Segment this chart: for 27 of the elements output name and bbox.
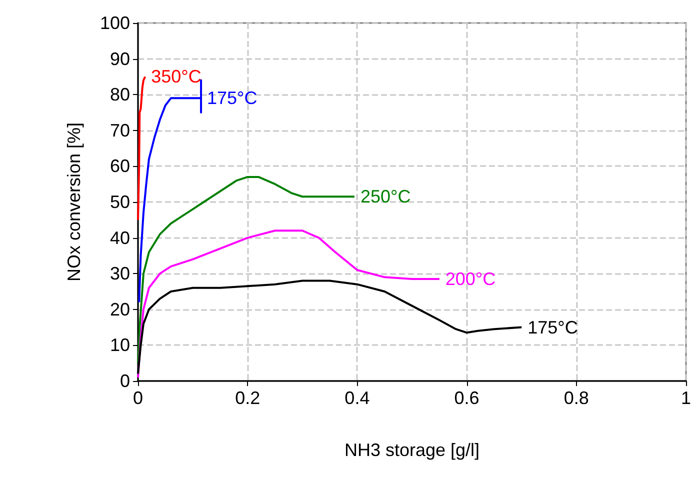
y-tick-label: 50 [110, 192, 130, 212]
x-tick-label: 0.8 [564, 388, 589, 408]
x-tick-label: 0 [132, 388, 144, 408]
series-label: 250°C [360, 186, 411, 207]
y-tick-label: 30 [110, 264, 130, 284]
series-label: 175°C [207, 88, 258, 108]
y-tick-label: 60 [110, 156, 130, 176]
y-tick-label: 10 [110, 335, 130, 356]
line-series [137, 230, 440, 378]
y-tick-label: 40 [110, 228, 130, 248]
x-tick-label: 1 [680, 388, 692, 408]
y-tick-label: 90 [110, 48, 130, 69]
line-series [137, 76, 146, 221]
y-tick-label: 0 [120, 371, 130, 391]
series-label: 350°C [151, 66, 202, 87]
x-tick-label: 0.6 [454, 388, 480, 408]
x-tick-label: 0.4 [344, 388, 370, 408]
y-tick-label: 70 [110, 120, 130, 140]
x-tick-label: 0.2 [235, 388, 260, 408]
y-tick-label: 80 [110, 84, 130, 105]
series-label: 175°C [528, 317, 578, 338]
x-axis-title: NH3 storage [g/l] [344, 440, 480, 460]
series-label: 200°C [445, 268, 496, 289]
y-axis-title: NOx conversion [%] [64, 122, 84, 282]
line-series [137, 176, 356, 364]
y-tick-label: 100 [100, 13, 130, 33]
y-tick-label: 20 [110, 299, 130, 320]
